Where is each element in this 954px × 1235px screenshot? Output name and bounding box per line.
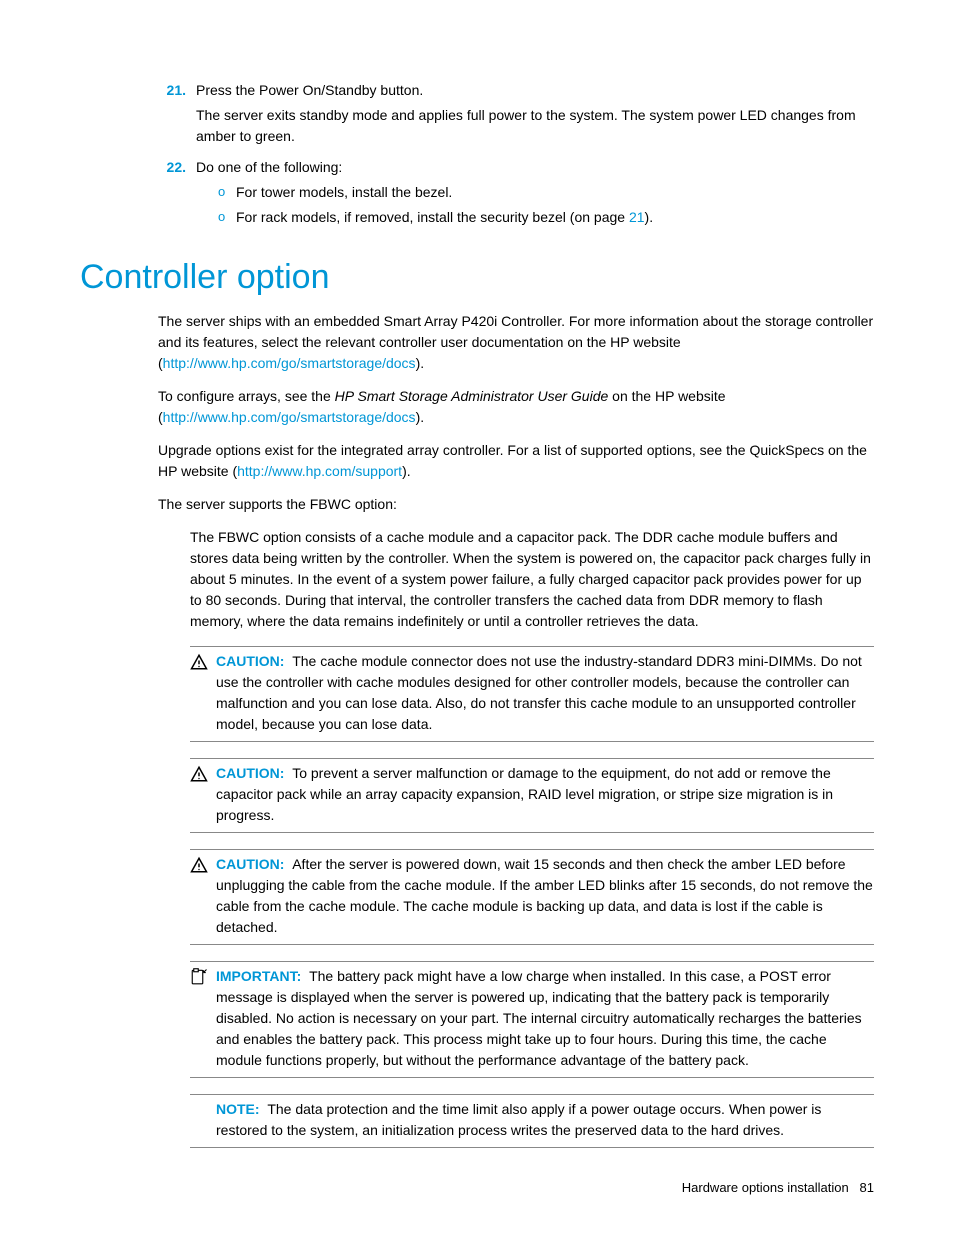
ordered-steps: 21. Press the Power On/Standby button. T… [158,80,874,232]
bullet-item: o For tower models, install the bezel. [218,182,874,203]
page-footer: Hardware options installation 81 [682,1180,874,1195]
step-22: 22. Do one of the following: o For tower… [158,157,874,232]
bullet-icon: o [218,182,236,203]
admonition-caution: CAUTION: The cache module connector does… [190,646,874,742]
step-text: The server exits standby mode and applie… [196,105,874,147]
paragraph: The server ships with an embedded Smart … [158,311,874,374]
admonition-caution: CAUTION: To prevent a server malfunction… [190,758,874,833]
page-link[interactable]: 21 [629,209,645,225]
bullet-item: o For rack models, if removed, install t… [218,207,874,228]
paragraph: The server supports the FBWC option: [158,494,874,515]
step-text: Do one of the following: [196,157,874,178]
caution-icon [190,763,216,826]
step-number: 22. [158,157,196,232]
url-link[interactable]: http://www.hp.com/support [237,463,402,479]
admonition-text: CAUTION: To prevent a server malfunction… [216,763,874,826]
url-link[interactable]: http://www.hp.com/go/smartstorage/docs [163,409,416,425]
admonition-text: NOTE: The data protection and the time l… [216,1099,874,1141]
admonition-important: IMPORTANT: The battery pack might have a… [190,961,874,1078]
spacer-icon [190,1099,216,1141]
step-number: 21. [158,80,196,151]
url-link[interactable]: http://www.hp.com/go/smartstorage/docs [163,355,416,371]
admonition-text: CAUTION: The cache module connector does… [216,651,874,735]
admonition-note: NOTE: The data protection and the time l… [190,1094,874,1148]
section-heading: Controller option [80,258,874,297]
admonition-text: CAUTION: After the server is powered dow… [216,854,874,938]
bullet-icon: o [218,207,236,228]
caution-icon [190,651,216,735]
fbwc-detail: The FBWC option consists of a cache modu… [190,527,874,632]
bullet-text: For rack models, if removed, install the… [236,207,874,228]
admonition-text: IMPORTANT: The battery pack might have a… [216,966,874,1071]
caution-icon [190,854,216,938]
body-content: The server ships with an embedded Smart … [158,311,874,1148]
important-icon [190,966,216,1071]
paragraph: To configure arrays, see the HP Smart St… [158,386,874,428]
bullet-text: For tower models, install the bezel. [236,182,874,203]
admonition-caution: CAUTION: After the server is powered dow… [190,849,874,945]
step-21: 21. Press the Power On/Standby button. T… [158,80,874,151]
step-text: Press the Power On/Standby button. [196,80,874,101]
paragraph: Upgrade options exist for the integrated… [158,440,874,482]
